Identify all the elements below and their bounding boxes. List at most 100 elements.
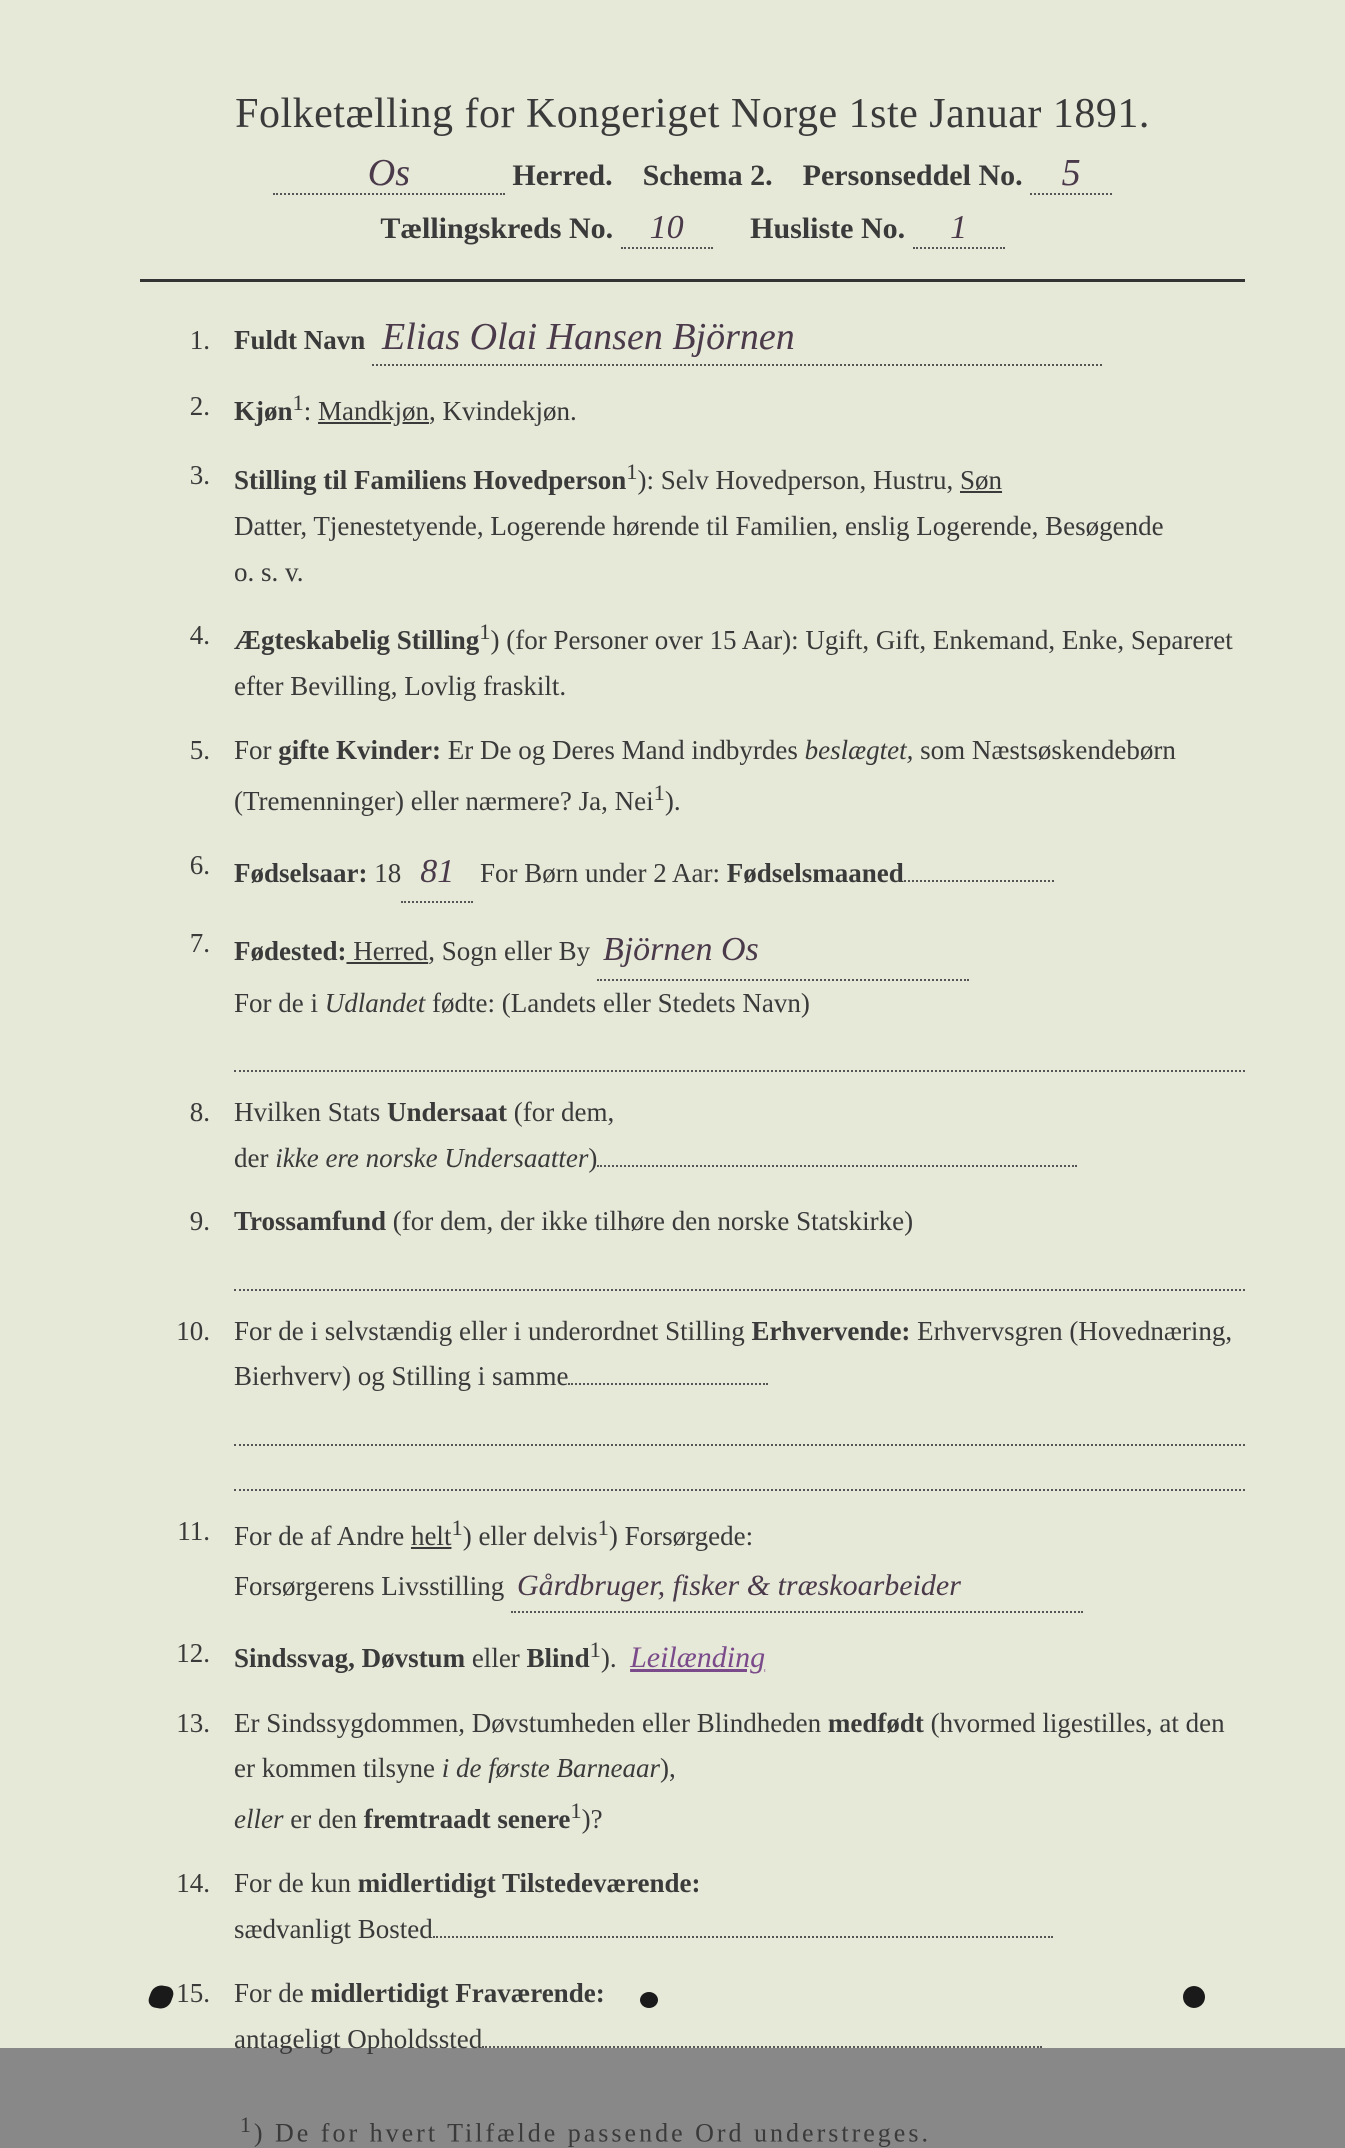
entry-num: 3. [140, 453, 234, 596]
text: ), [660, 1753, 676, 1783]
selected-option: Søn [960, 465, 1002, 495]
footnote-ref: 1 [590, 1637, 601, 1662]
text: Hvilken Stats [234, 1097, 387, 1127]
dotted-line [234, 1245, 1245, 1290]
entry-label: Fødselsmaaned [727, 858, 904, 888]
entry-label: Stilling til Familiens Hovedperson [234, 465, 626, 495]
footnote: 1) De for hvert Tilfælde passende Ord un… [240, 2113, 1245, 2148]
entry-num: 1. [140, 318, 234, 366]
bold-text: midlertidigt Tilstedeværende: [358, 1868, 701, 1898]
text: For de [234, 1978, 311, 2008]
text: For [234, 735, 278, 765]
selected-option: helt [411, 1521, 452, 1551]
birthplace-value: Björnen Os [603, 931, 759, 968]
entry-label: Sindssvag, Døvstum [234, 1643, 465, 1673]
header-line-2: Os Herred. Schema 2. Personseddel No. 5 [140, 158, 1245, 195]
text: ): Selv Hovedperson, Hustru, [638, 465, 960, 495]
text: For de i selvstændig eller i underordnet… [234, 1316, 751, 1346]
text: , Kvindekjøn. [429, 396, 577, 426]
text: fødte: (Landets eller Stedets Navn) [425, 988, 810, 1018]
sub-label: Forsørgerens Livsstilling [234, 1571, 504, 1601]
sub-label: sædvanligt Bosted [234, 1914, 433, 1944]
entry-num: 11. [140, 1509, 234, 1613]
entry-num: 2. [140, 384, 234, 435]
entry-10: 10. For de i selvstændig eller i underor… [140, 1309, 1245, 1491]
entry-label: Erhvervende: [751, 1316, 910, 1346]
entry-5: 5. For gifte Kvinder: Er De og Deres Man… [140, 728, 1245, 825]
text: Er Sindssygdommen, Døvstumheden eller Bl… [234, 1708, 828, 1738]
footnote-ref: 1 [451, 1515, 462, 1540]
full-name-value: Elias Olai Hansen Björnen [382, 316, 795, 358]
dotted-line [597, 1138, 1077, 1167]
bold-text: fremtraadt senere [364, 1804, 571, 1834]
text: (for dem, [507, 1097, 614, 1127]
entry-label: Trossamfund [234, 1206, 386, 1236]
text: For de af Andre [234, 1521, 411, 1551]
dotted-line [234, 1027, 1245, 1072]
text: Er De og Deres Mand indbyrdes [441, 735, 805, 765]
italic-text: beslægtet, [805, 735, 914, 765]
bold-text: medfødt [828, 1708, 924, 1738]
entry-13: 13. Er Sindssygdommen, Døvstumheden elle… [140, 1701, 1245, 1844]
entry-num: 15. [140, 1971, 234, 2063]
form-entries: 1. Fuldt Navn Elias Olai Hansen Björnen … [140, 318, 1245, 2063]
text: der [234, 1143, 275, 1173]
entry-label: Fuldt Navn [234, 325, 365, 355]
dotted-line [482, 2019, 1042, 2048]
text: eller [465, 1643, 526, 1673]
entry-num: 12. [140, 1631, 234, 1683]
text: For de kun [234, 1868, 358, 1898]
text: ) eller delvis [463, 1521, 598, 1551]
birth-year-value: 81 [420, 853, 454, 890]
entry-num: 8. [140, 1090, 234, 1182]
punch-hole-icon [640, 1992, 658, 2008]
selected-option: Mandkjøn [318, 396, 429, 426]
footnote-ref: 1 [479, 619, 490, 644]
text-cont: Datter, Tjenestetyende, Logerende hørend… [234, 511, 1164, 541]
selected-option: Herred [346, 936, 428, 966]
entry-4: 4. Ægteskabelig Stilling1) (for Personer… [140, 613, 1245, 710]
entry-9: 9. Trossamfund (for dem, der ikke tilhør… [140, 1199, 1245, 1290]
footnote-ref: 1 [654, 780, 665, 805]
footnote-ref: 1 [626, 459, 637, 484]
entry-2: 2. Kjøn1: Mandkjøn, Kvindekjøn. [140, 384, 1245, 435]
text: (for dem, der ikke tilhøre den norske St… [386, 1206, 913, 1236]
dotted-line [234, 1446, 1245, 1491]
entry-num: 14. [140, 1861, 234, 1953]
text: , Sogn eller By [428, 936, 590, 966]
text: ) Forsørgede: [609, 1521, 753, 1551]
birth-month-field [904, 853, 1054, 882]
divider-rule [140, 279, 1245, 282]
entry-num: 5. [140, 728, 234, 825]
dotted-line [568, 1356, 768, 1385]
italic-text: eller [234, 1804, 283, 1834]
husliste-no: 1 [950, 209, 967, 246]
census-form-page: Folketælling for Kongeriget Norge 1ste J… [0, 0, 1345, 2048]
entry-label: gifte Kvinder: [278, 735, 441, 765]
page-title: Folketælling for Kongeriget Norge 1ste J… [140, 90, 1245, 138]
footnote-ref: 1 [598, 1515, 609, 1540]
entry-1: 1. Fuldt Navn Elias Olai Hansen Björnen [140, 318, 1245, 366]
entry-7: 7. Fødested: Herred, Sogn eller By Björn… [140, 921, 1245, 1072]
dotted-line [433, 1909, 1053, 1938]
kreds-label: Tællingskreds No. [380, 212, 613, 245]
entry-label: Kjøn [234, 396, 293, 426]
punch-hole-icon [1183, 1986, 1205, 2008]
schema-label: Schema 2. [643, 159, 773, 192]
entry-12-value: Leilænding [630, 1641, 765, 1674]
italic-text: Udlandet [325, 988, 426, 1018]
entry-8: 8. Hvilken Stats Undersaat (for dem, der… [140, 1090, 1245, 1182]
personseddel-label: Personseddel No. [803, 159, 1023, 192]
entry-label: Blind [527, 1643, 590, 1673]
entry-label: Fødselsaar: [234, 858, 367, 888]
text: er den [283, 1804, 363, 1834]
entry-3: 3. Stilling til Familiens Hovedperson1):… [140, 453, 1245, 596]
entry-label: Undersaat [387, 1097, 507, 1127]
husliste-label: Husliste No. [750, 212, 905, 245]
text: : [304, 396, 318, 426]
entry-num: 6. [140, 843, 234, 903]
bold-text: midlertidigt Fraværende: [311, 1978, 605, 2008]
herred-value: Os [368, 152, 410, 194]
text: ). [601, 1643, 617, 1673]
entry-label: Ægteskabelig Stilling [234, 625, 479, 655]
